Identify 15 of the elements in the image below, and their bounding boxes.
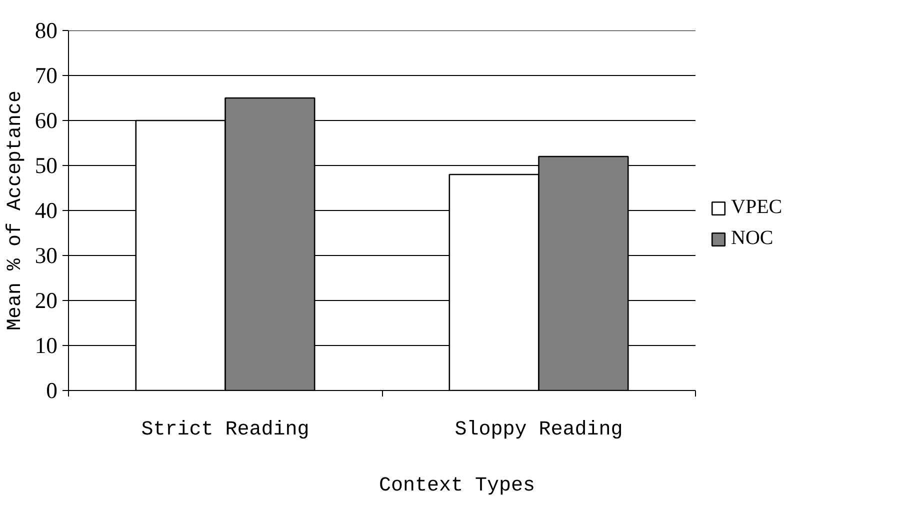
legend-label: VPEC [731,196,782,219]
y-tick-label: 70 [34,63,58,88]
y-tick-label: 80 [34,18,58,43]
y-tick-label: 40 [34,198,58,223]
y-tick-label: 0 [46,378,58,403]
x-axis-title: Context Types [378,474,536,498]
y-axis-title: Mean % of Acceptance [4,90,27,331]
y-tick-label: 20 [34,288,58,313]
legend-label: NOC [731,227,774,250]
y-tick-label: 60 [34,108,58,133]
y-tick-label: 50 [34,153,58,178]
y-tick-label: 30 [34,243,58,268]
y-tick-label: 10 [34,333,58,358]
x-tick-label: Strict Reading [141,418,310,442]
x-tick-label: Sloppy Reading [454,418,623,442]
